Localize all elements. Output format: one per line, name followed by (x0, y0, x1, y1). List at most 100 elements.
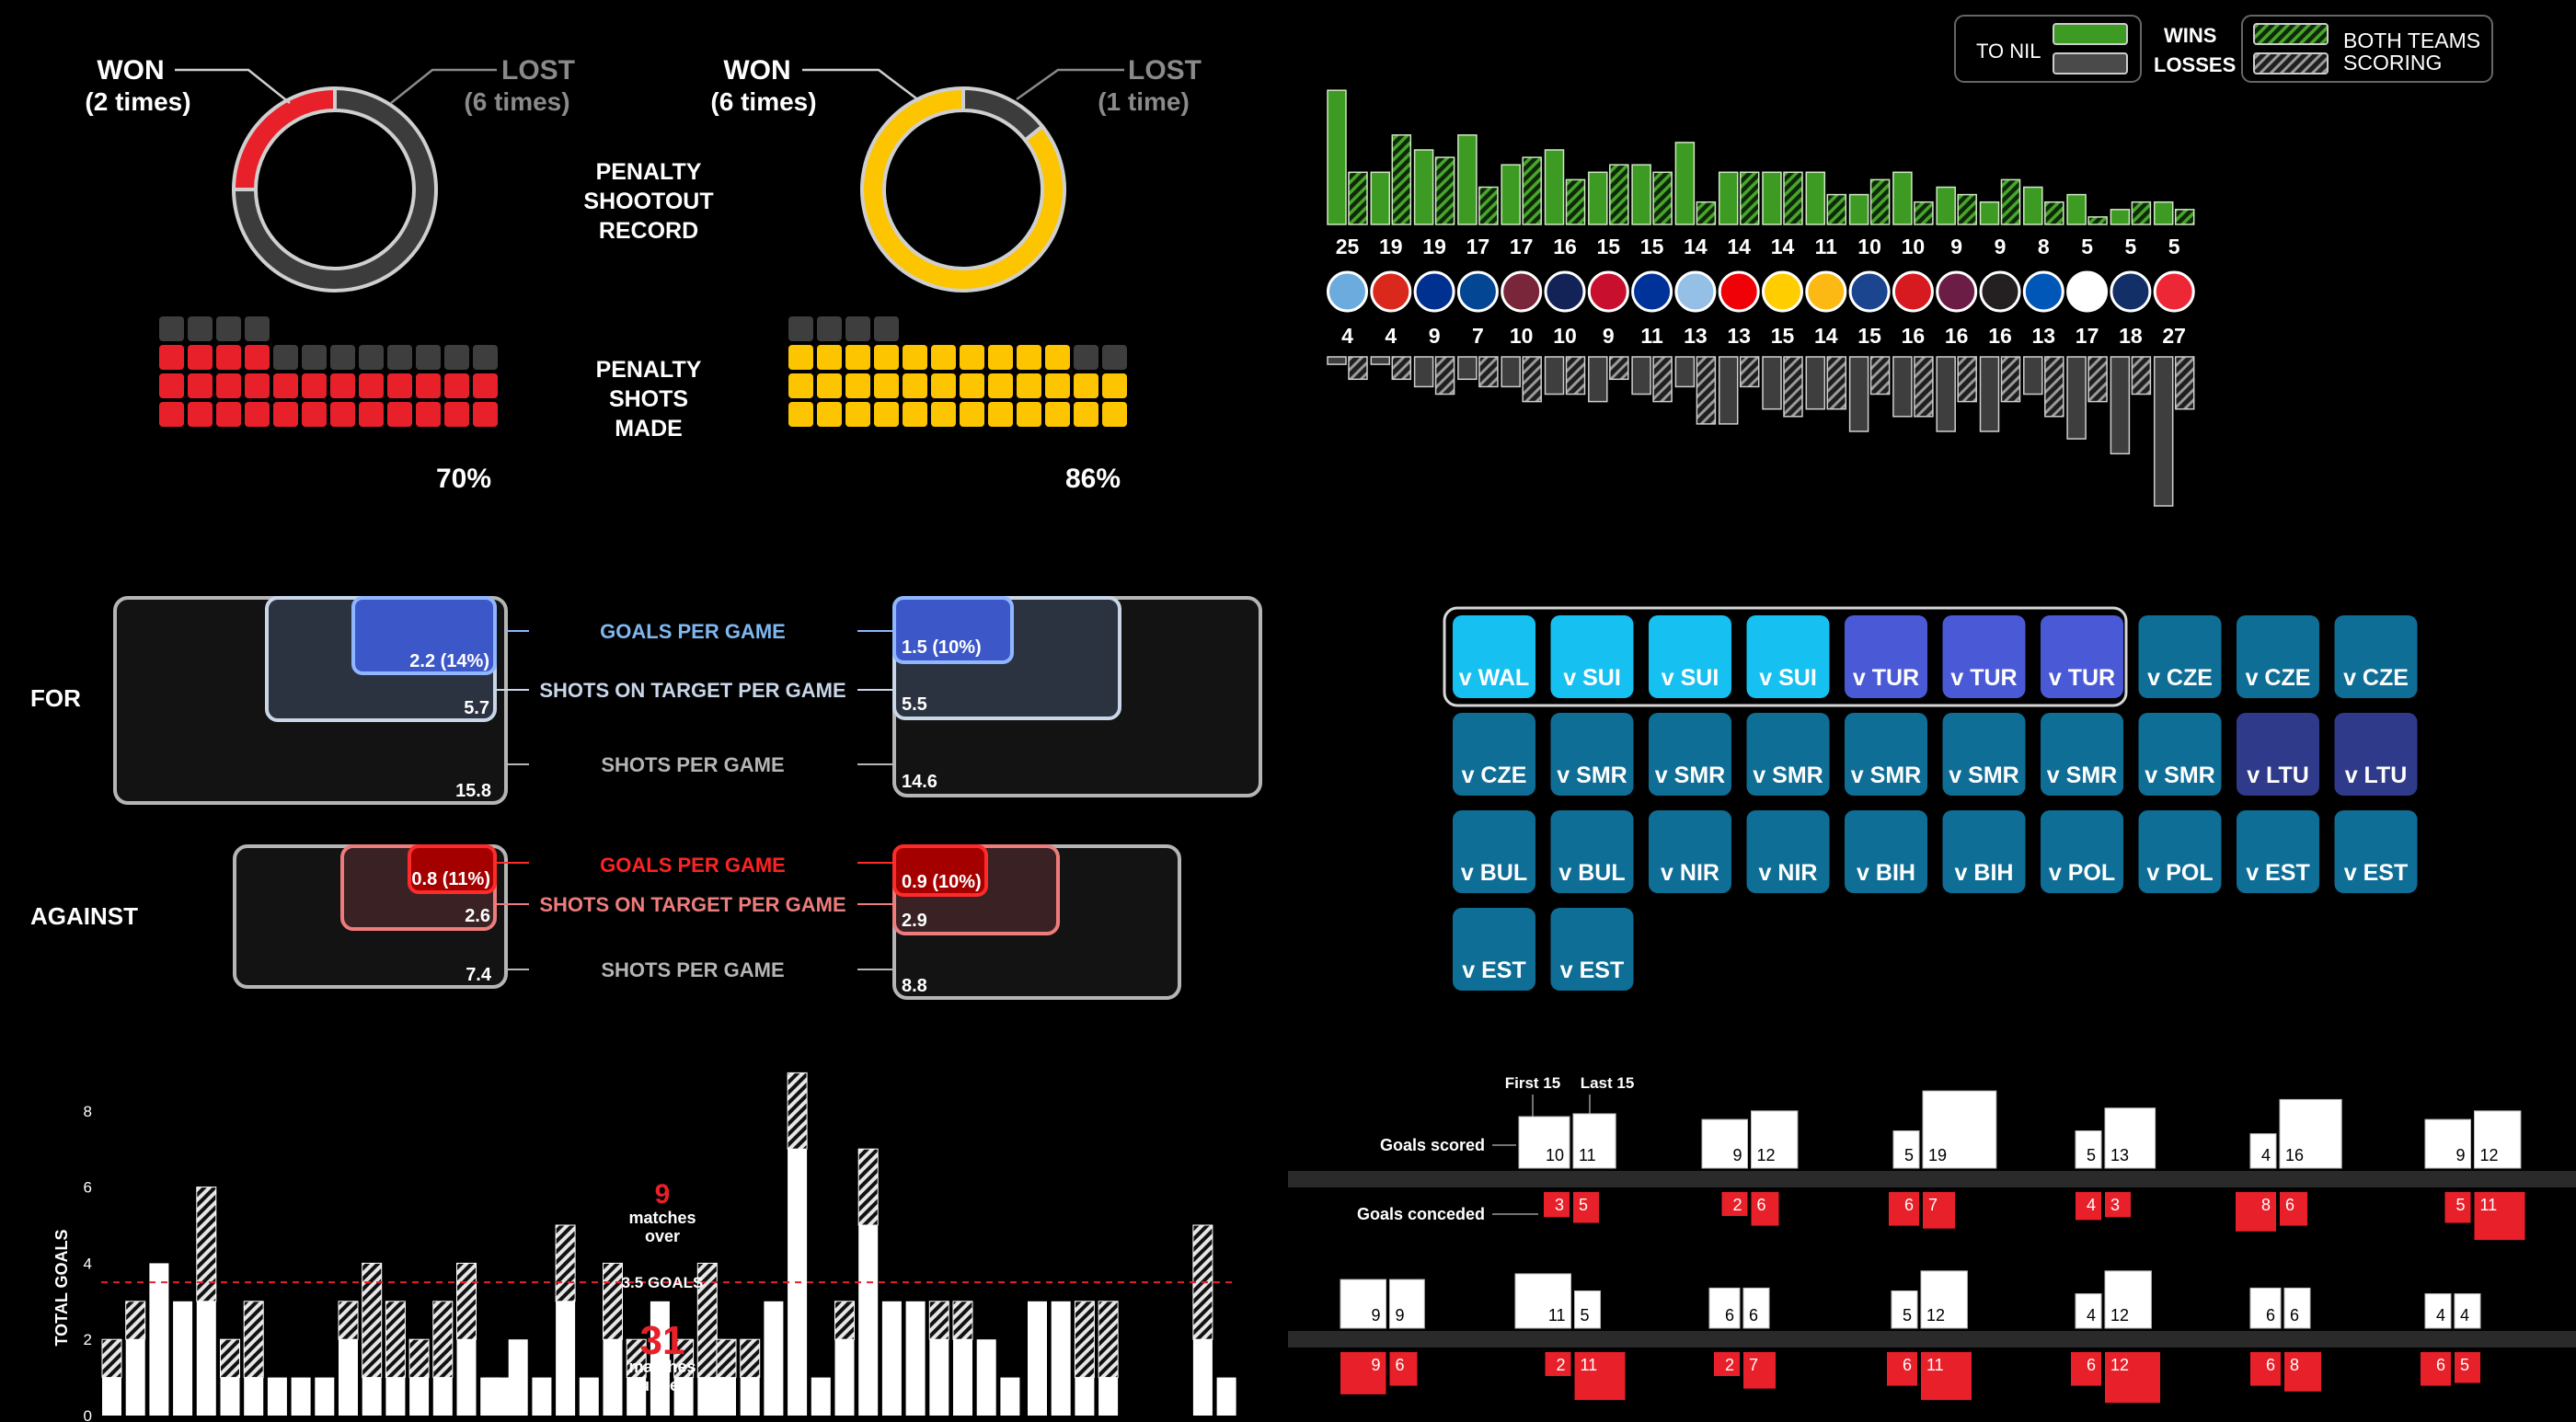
penalty-shot-square (903, 402, 927, 427)
goal-bar-hatched (673, 1338, 695, 1379)
wins-both-scoring-bar (1565, 178, 1586, 225)
per-game-section: FOR AGAINST 2.2 (14%) 5.7 15.8 1.5 (10%)… (30, 596, 1262, 1000)
scored-last-15-value: 19 (1928, 1146, 1947, 1164)
first-15-label: First 15 (1505, 1074, 1560, 1092)
wins-total-label: 15 (1640, 235, 1664, 258)
result-tile (1746, 615, 1830, 698)
goal-bar-solid (1028, 1301, 1047, 1416)
wins-total-label: 19 (1379, 235, 1403, 258)
goal-bar-solid (196, 1301, 216, 1416)
wins-both-scoring-bar (1739, 171, 1760, 225)
tottenham-crest-shape (1544, 270, 1586, 313)
wins-both-scoring-bar (1696, 201, 1717, 225)
arsenal-crest (1718, 270, 1760, 313)
lost-count: (6 times) (464, 87, 569, 116)
losses-both-scoring-bar (1696, 356, 1717, 425)
scored-first-15-value: 6 (2266, 1306, 2275, 1325)
scored-first-15-bar (2075, 1130, 2102, 1169)
goal-bar-solid (220, 1377, 240, 1416)
scored-first-15-value: 6 (1725, 1306, 1734, 1325)
against-goals-box (892, 844, 988, 897)
result-tile-label: v SMR (1949, 763, 2018, 788)
losses-both-scoring-bar (1869, 356, 1891, 396)
goal-bar-hatched (1098, 1301, 1119, 1379)
penalty-shot-square (359, 345, 384, 370)
penalty-shot-square (188, 345, 213, 370)
conceded-first-15-bar (1714, 1352, 1740, 1376)
scored-first-15-value: 5 (2087, 1146, 2096, 1164)
losses-total-label: 17 (2076, 324, 2099, 348)
conceded-last-15-value: 6 (1396, 1356, 1405, 1374)
wolves-crest (1805, 270, 1847, 313)
goal-bar-solid (834, 1339, 855, 1416)
goal-bar-solid (102, 1377, 121, 1416)
losses-total-label: 27 (2162, 324, 2186, 348)
y-tick-label: 0 (84, 1407, 92, 1422)
shots-made-title: PENALTY SHOTS MADE (596, 357, 702, 442)
penalty-shot-square (473, 402, 498, 427)
wins-to-nil-bar (1413, 149, 1434, 225)
goal-bar-solid (1051, 1301, 1071, 1416)
goal-bar-solid (1192, 1339, 1213, 1416)
scored-last-15-bar (2104, 1270, 2152, 1329)
goal-bar-solid (858, 1225, 879, 1416)
over-count: 9 (655, 1179, 671, 1210)
leeds-crest-shape (1762, 270, 1803, 313)
sheffield-united-crest-shape (2153, 270, 2195, 313)
goal-bar-solid (764, 1301, 784, 1416)
penalty-team-2: WON (6 times) LOST (1 time) 86% (710, 55, 1202, 494)
conceded-first-15-bar (2071, 1352, 2101, 1386)
losses-total-label: 9 (1429, 324, 1441, 348)
wins-total-label: 9 (1950, 235, 1962, 258)
wins-total-label: 16 (1553, 235, 1577, 258)
goal-bar-hatched (196, 1187, 217, 1302)
penalty-shot-square (273, 402, 298, 427)
won-leader-line (175, 68, 291, 104)
penalty-shot-square (988, 345, 1013, 370)
goal-bar-hatched (125, 1301, 146, 1340)
losses-to-nil-bar (2066, 356, 2087, 440)
result-tile-label: v EST (1462, 958, 1525, 983)
wins-both-scoring-bar (1826, 193, 1847, 225)
result-tile-label: v BIH (1857, 860, 1915, 886)
penalty-shots-grid (159, 316, 498, 427)
result-tile-label: v EST (2246, 860, 2309, 886)
goal-bar-solid (409, 1377, 430, 1416)
wins-total-label: 10 (1857, 235, 1881, 258)
scored-last-15-value: 9 (1396, 1306, 1405, 1325)
penalty-shot-square (188, 373, 213, 398)
penalty-shot-square (416, 345, 441, 370)
losses-to-nil-bar (1936, 356, 1956, 432)
penalty-shot-square (359, 402, 384, 427)
penalty-shot-square (1074, 373, 1098, 398)
result-tile-label: v CZE (1462, 763, 1527, 788)
goal-bar-solid (697, 1377, 718, 1416)
penalty-shot-square (845, 373, 870, 398)
for-label: FOR (30, 684, 81, 712)
brighton-crest-shape (2022, 270, 2064, 313)
goal-bar-hatched (928, 1301, 949, 1340)
shootout-lost-arc (961, 86, 1045, 143)
penalty-shot-square (159, 402, 184, 427)
losses-both-scoring-bar (2000, 356, 2021, 403)
penalty-shot-square (216, 402, 241, 427)
wins-both-scoring-bar (2044, 201, 2064, 225)
penalty-shot-square (444, 402, 469, 427)
wins-total-label: 11 (1815, 235, 1838, 258)
wins-to-nil-bar (2110, 209, 2131, 225)
wins-to-nil-bar (1327, 89, 1347, 225)
conceded-first-15-bar (1544, 1192, 1570, 1218)
result-tile-label: v SUI (1563, 665, 1621, 691)
goal-bar-hatched (385, 1301, 406, 1379)
goal-bar-solid (267, 1377, 287, 1416)
conceded-last-15-bar (2105, 1192, 2131, 1218)
won-count: (6 times) (710, 87, 816, 116)
result-tile-label: v SMR (2145, 763, 2214, 788)
goal-bar-solid (881, 1301, 902, 1416)
conceded-first-15-value: 5 (2455, 1196, 2465, 1214)
y-axis-label: TOTAL GOALS (52, 1229, 71, 1346)
goal-bar-solid (1098, 1377, 1119, 1416)
shots-per-game-label: SHOTS PER GAME (601, 753, 784, 776)
goal-bar-solid (149, 1263, 169, 1416)
result-tile (1649, 615, 1731, 698)
